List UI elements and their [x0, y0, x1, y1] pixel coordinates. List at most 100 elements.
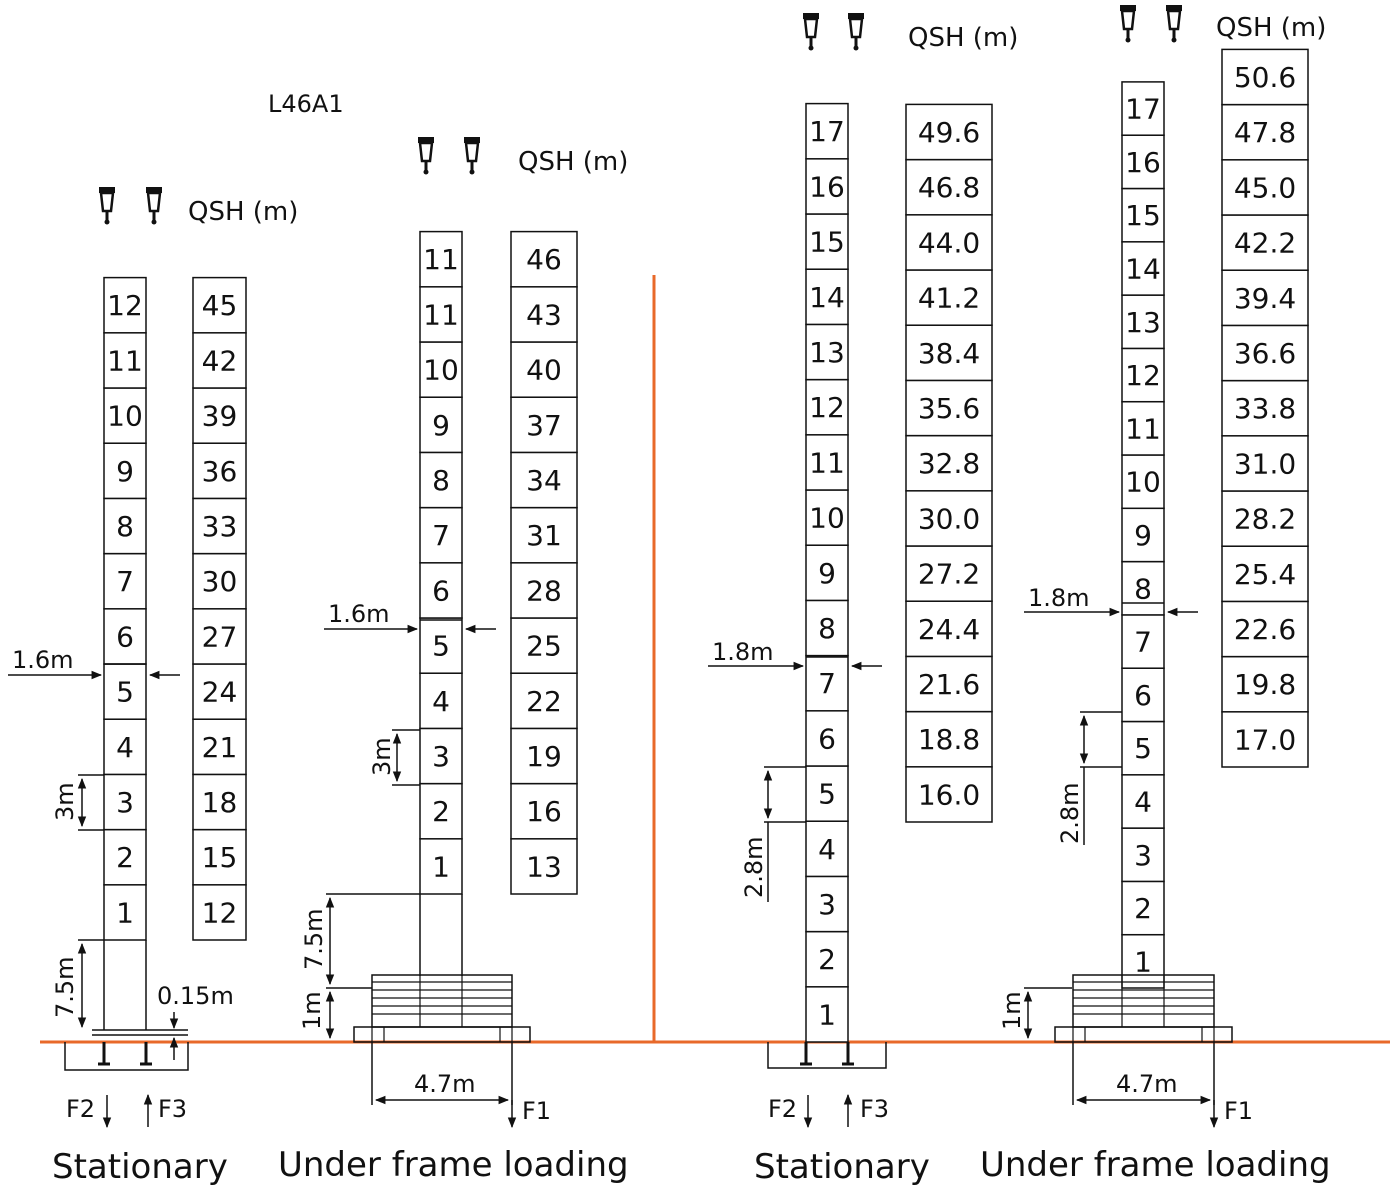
section-number: 6: [818, 722, 836, 755]
qsh-value: 30.0: [918, 502, 980, 535]
section-number: 7: [1134, 626, 1152, 659]
qsh-value: 16: [526, 795, 562, 828]
qsh-cell: [510, 782, 578, 840]
section-cell: [103, 332, 147, 389]
section-cell: [103, 552, 147, 610]
force-label: F2: [66, 1095, 95, 1123]
qsh-cell: [1221, 600, 1309, 658]
qsh-cell: [192, 718, 247, 776]
frame-height-label: 1m: [298, 991, 326, 1030]
section-number: 9: [1134, 519, 1152, 552]
base-height-label: 7.5m: [51, 956, 79, 1018]
section-number: 4: [818, 833, 836, 866]
qsh-cell: [192, 387, 247, 444]
qsh-value: 13: [526, 850, 562, 883]
section-number: 11: [423, 243, 459, 276]
qsh-cell: [905, 158, 993, 216]
qsh-header: QSH (m): [188, 197, 298, 227]
section-number: 3: [432, 740, 450, 773]
qsh-cell: [905, 600, 993, 658]
section-cell: [1121, 667, 1165, 723]
section-number: 4: [1134, 785, 1152, 818]
qsh-cell: [510, 341, 578, 398]
section-cell: [805, 986, 849, 1043]
panel-caption: Under frame loading: [980, 1145, 1331, 1185]
section-number: 11: [1125, 412, 1161, 445]
qsh-value: 19: [526, 740, 562, 773]
qsh-value: 21: [202, 731, 238, 764]
qsh-cell: [905, 379, 993, 437]
section-height-label: 2.8m: [740, 836, 768, 898]
section-number: 12: [809, 391, 845, 424]
qsh-value: 49.6: [918, 116, 980, 149]
section-cell: [805, 489, 849, 546]
section-cell: [103, 276, 147, 334]
section-cell: [1121, 400, 1165, 456]
qsh-cell: [1221, 324, 1309, 382]
qsh-cell: [1221, 655, 1309, 713]
section-cell: [1121, 507, 1165, 563]
qsh-value: 35.6: [918, 392, 980, 425]
section-number: 1: [432, 850, 450, 883]
section-number: 2: [1134, 892, 1152, 925]
qsh-value: 50.6: [1234, 61, 1296, 94]
diagram-title: L46A1: [268, 90, 344, 118]
qsh-cell: [1221, 159, 1309, 216]
section-number: 1: [1134, 945, 1152, 978]
qsh-column: 17.0 19.8 22.6 25.4 28.2 31.0 33.8 36.6 39.4 42.2…: [1221, 48, 1309, 768]
qsh-value: 39: [202, 400, 238, 433]
qsh-value: 12: [202, 896, 238, 929]
section-cell: [1121, 880, 1165, 936]
qsh-value: 24: [202, 676, 238, 709]
force-label: F3: [860, 1095, 889, 1123]
qsh-value: 19.8: [1234, 668, 1296, 701]
section-number: 16: [809, 170, 845, 203]
qsh-value: 22.6: [1234, 613, 1296, 646]
section-number: 1: [116, 896, 134, 929]
tie-label: 1.8m: [712, 638, 774, 666]
base-width-label: 4.7m: [414, 1070, 476, 1098]
force-label: F1: [1224, 1097, 1253, 1125]
section-number: 11: [107, 344, 143, 377]
section-number: 12: [107, 289, 143, 322]
section-cell: [419, 396, 463, 454]
section-cell: [805, 268, 849, 326]
qsh-value: 42.2: [1234, 227, 1296, 260]
section-number: 17: [809, 115, 845, 148]
qsh-value: 36.6: [1234, 337, 1296, 370]
crane-icon: [1120, 5, 1136, 43]
qsh-cell: [192, 276, 247, 334]
qsh-value: 41.2: [918, 282, 980, 315]
section-cell: [805, 378, 849, 436]
qsh-cell: [510, 286, 578, 343]
crane-icon: [464, 137, 480, 175]
section-height-label: 3m: [51, 782, 79, 821]
section-number: 8: [116, 510, 134, 543]
section-cell: [419, 727, 463, 785]
force-label: F1: [522, 1097, 551, 1125]
qsh-value: 27: [202, 620, 238, 653]
qsh-value: 37: [526, 409, 562, 442]
crane-icon: [803, 13, 819, 51]
qsh-cell: [510, 672, 578, 730]
section-height-label: 2.8m: [1056, 782, 1084, 844]
section-cell: [1121, 614, 1165, 669]
section-cell: [805, 102, 849, 160]
section-cell: [103, 442, 147, 500]
section-cell: [1121, 720, 1165, 776]
section-number: 4: [116, 731, 134, 764]
qsh-value: 25.4: [1234, 558, 1296, 591]
qsh-value: 22: [526, 685, 562, 718]
qsh-value: 39.4: [1234, 282, 1296, 315]
section-height-label: 3m: [368, 737, 396, 776]
qsh-cell: [1221, 48, 1309, 106]
section-cell: [805, 158, 849, 215]
qsh-header: QSH (m): [518, 147, 628, 177]
section-cell: [103, 663, 147, 720]
section-cell: [805, 599, 849, 657]
qsh-cell: [1221, 545, 1309, 603]
